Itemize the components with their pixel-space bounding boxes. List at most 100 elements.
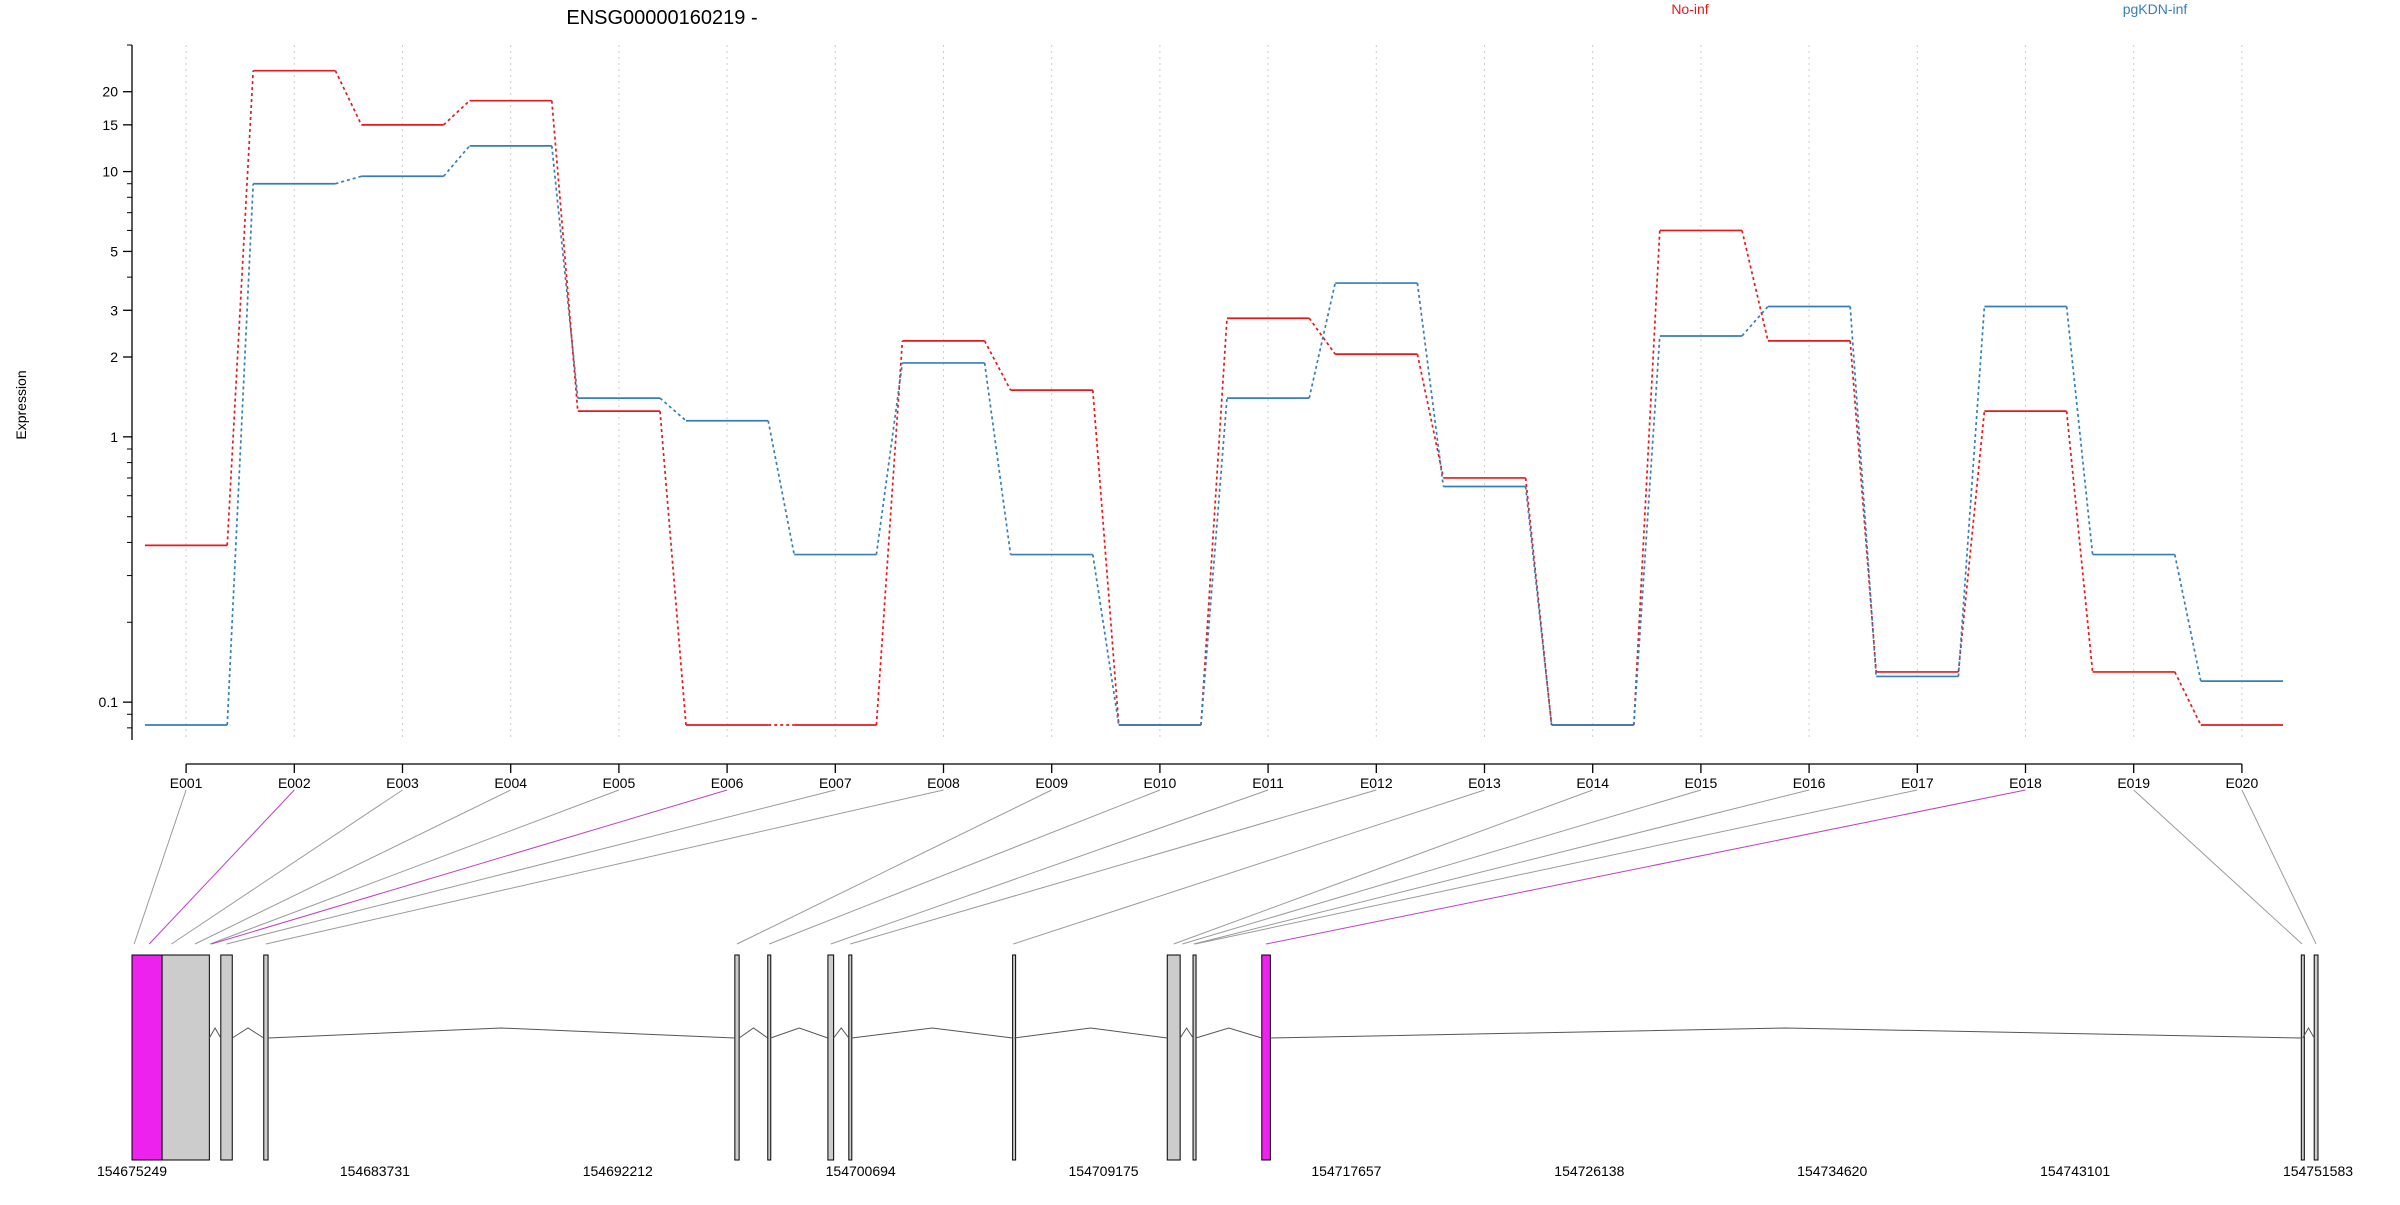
y-tick-label: 10	[102, 164, 118, 180]
x-tick-label-e001: E001	[170, 775, 203, 791]
exon-block	[131, 954, 163, 1161]
series-pgkdn-inf-transition	[659, 397, 687, 422]
y-tick-label: 20	[102, 84, 118, 100]
x-tick-label-e003: E003	[386, 775, 419, 791]
series-no-inf-transition	[1741, 230, 1769, 342]
y-tick-label: 0.1	[99, 694, 119, 710]
genomic-coordinate-label: 154751583	[2283, 1163, 2353, 1179]
series-pgkdn-inf-transition	[767, 420, 796, 555]
x-tick-label-e011: E011	[1252, 775, 1284, 791]
exon-connector-e009	[736, 789, 1052, 945]
exon-block	[161, 954, 210, 1161]
x-tick-label-e015: E015	[1685, 775, 1718, 791]
series-no-inf-transition	[659, 411, 687, 726]
intron-line	[231, 1027, 265, 1039]
series-no-inf-transition	[2065, 411, 2094, 673]
genomic-coordinate-label: 154692212	[583, 1163, 653, 1179]
series-no-inf-transition	[875, 340, 904, 726]
y-tick-label: 1	[110, 429, 118, 445]
series-no-inf-transition	[2174, 671, 2202, 726]
exon-connector-e011	[830, 789, 1269, 945]
exon-connector-e014	[1173, 789, 1593, 945]
series-no-inf-transition	[1091, 390, 1120, 726]
series-pgkdn-inf-transition	[1200, 398, 1228, 726]
exon-connector-e004	[194, 789, 511, 945]
exon-connector-e016	[1193, 789, 1810, 945]
intron-line	[833, 1027, 850, 1039]
exon-connector-e019	[2133, 789, 2303, 945]
x-tick-label-e019: E019	[2117, 775, 2150, 791]
x-tick-label-e013: E013	[1468, 775, 1501, 791]
x-tick-label-e014: E014	[1576, 775, 1609, 791]
connector-layer	[133, 789, 2317, 945]
series-no-inf-transition	[1632, 230, 1661, 726]
exon-connector-e010	[769, 789, 1161, 945]
series-pgkdn-inf-transition	[335, 175, 362, 185]
y-tick-label: 2	[110, 349, 118, 365]
exon-connector-e015	[1182, 789, 1702, 945]
series-no-inf-transition	[1308, 317, 1336, 355]
exon-connector-e003	[171, 789, 403, 945]
x-tick-label-e006: E006	[711, 775, 744, 791]
x-tick-label-e002: E002	[278, 775, 311, 791]
series-no-inf-transition	[334, 70, 363, 126]
genomic-coordinate-label: 154717657	[1311, 1163, 1381, 1179]
exon-connector-e013	[1013, 789, 1485, 945]
series-pgkdn-inf-transition	[2065, 306, 2094, 555]
intron-line	[208, 1026, 222, 1039]
x-tick-label-e012: E012	[1360, 775, 1393, 791]
intron-line	[738, 1027, 769, 1039]
exon-block	[263, 954, 269, 1161]
exon-block	[827, 954, 835, 1161]
exon-block	[220, 954, 233, 1161]
series-pgkdn-inf-transition	[550, 145, 579, 399]
x-tick-label-e004: E004	[494, 775, 527, 791]
exon-connector-e008	[265, 789, 944, 945]
series-no-inf-transition	[550, 100, 579, 412]
exon-connector-e012	[850, 789, 1377, 945]
series-pgkdn-inf-transition	[1632, 335, 1661, 726]
genomic-coordinate-label: 154734620	[1797, 1163, 1867, 1179]
genomic-coordinate-label: 154709175	[1069, 1163, 1139, 1179]
intron-line	[1270, 1027, 2302, 1039]
intron-line	[1195, 1027, 1262, 1039]
series-pgkdn-inf-transition	[1091, 554, 1120, 726]
exon-connector-e001	[133, 789, 187, 945]
intron-line	[851, 1027, 1013, 1039]
series-layer	[144, 69, 2284, 726]
series-pgkdn-inf-transition	[442, 145, 471, 177]
series-pgkdn-inf-transition	[875, 362, 904, 555]
x-tick-label-e017: E017	[1901, 775, 1934, 791]
series-pgkdn-inf-transition	[226, 183, 255, 726]
exon-block	[2300, 954, 2305, 1161]
exon-connector-e006	[211, 789, 728, 945]
exon-connector-e020	[2241, 789, 2317, 945]
x-tick-label-e007: E007	[819, 775, 852, 791]
genomic-coordinate-label: 154726138	[1554, 1163, 1624, 1179]
intron-line	[1179, 1027, 1194, 1039]
intron-line	[268, 1027, 735, 1039]
x-tick-label-e008: E008	[927, 775, 960, 791]
grid-layer	[185, 45, 2243, 740]
series-pgkdn-inf-transition	[1849, 306, 1878, 677]
exon-block	[1261, 954, 1271, 1161]
series-pgkdn-inf-transition	[1957, 306, 1986, 677]
exon-connector-e005	[209, 789, 620, 945]
exon-connector-e002	[148, 789, 295, 945]
chart-title: ENSG00000160219 -	[566, 7, 757, 29]
x-tick-label-e016: E016	[1793, 775, 1826, 791]
genomic-coordinate-label: 154743101	[2040, 1163, 2110, 1179]
intron-line	[2302, 1026, 2315, 1039]
axes-layer: 20 15 10 5 3 2 1 0.1 E001 E002 E003 E004 E005 E006 E00…	[99, 44, 2258, 791]
x-tick-label-e018: E018	[2009, 775, 2042, 791]
series-no-inf-transition	[226, 70, 255, 546]
series-no-inf-transition	[443, 100, 471, 126]
series-pgkdn-inf-transition	[1524, 486, 1553, 726]
y-tick-label: 15	[102, 117, 118, 133]
exon-block	[767, 954, 772, 1161]
exon-block	[1192, 954, 1197, 1161]
series-pgkdn-inf-transition	[983, 362, 1012, 555]
series-pgkdn-inf-transition	[1416, 282, 1445, 487]
